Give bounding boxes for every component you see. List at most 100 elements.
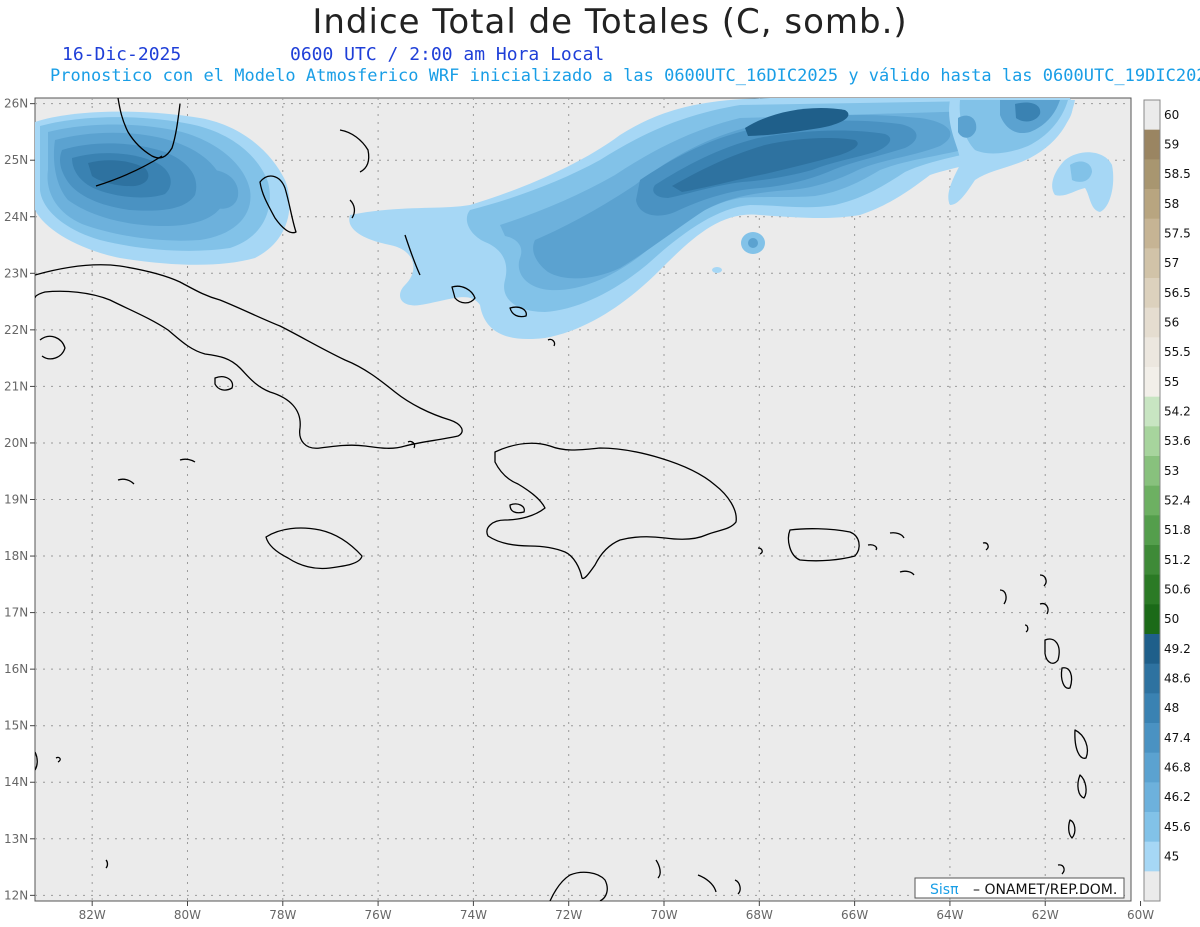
coast-bonaire	[734, 879, 741, 895]
lon-tick-label: 68W	[746, 908, 773, 922]
coast-vieques	[867, 544, 878, 551]
lat-tick-label: 14N	[4, 775, 28, 789]
total-totals-field	[35, 98, 1114, 340]
lat-tick-label: 23N	[4, 266, 28, 280]
field-45-east	[1052, 152, 1114, 212]
coast-isla-juventud	[214, 376, 234, 391]
lat-tick-label: 19N	[4, 493, 28, 507]
colorbar-swatch	[1144, 129, 1160, 160]
colorbar-label: 58	[1164, 197, 1179, 211]
coast-puerto-rico	[787, 528, 860, 562]
lat-tick-label: 21N	[4, 379, 28, 393]
field-46-east	[1070, 161, 1092, 182]
coast-hispaniola	[486, 442, 737, 580]
lon-tick-label: 62W	[1032, 908, 1059, 922]
coast-yucatan	[39, 335, 66, 360]
coast-san-andres	[55, 756, 61, 763]
colorbar-label: 47.4	[1164, 731, 1191, 745]
colorbar-label: 51.8	[1164, 523, 1191, 537]
coast-mona	[757, 547, 763, 555]
coast-martinique	[1074, 729, 1089, 759]
colorbar-label: 56.5	[1164, 286, 1191, 300]
colorbar-label: 52.4	[1164, 494, 1191, 508]
coast-great-inagua	[451, 285, 476, 304]
lat-tick-label: 25N	[4, 153, 28, 167]
forecast-date: 16-Dic-2025	[62, 44, 182, 65]
colorbar-swatch	[1144, 367, 1160, 398]
colorbar-swatch	[1144, 634, 1160, 665]
colorbar-swatch	[1144, 100, 1160, 131]
coast-navassa	[407, 440, 416, 449]
lon-tick-label: 76W	[365, 908, 392, 922]
coast-honduras-cays	[35, 751, 38, 771]
coast-gonave	[509, 503, 525, 514]
field-cell-2	[712, 267, 722, 273]
colorbar: 60 59 58.5 58 57.5 57 56.5 56 55.5 55 54.2 53.6 53 52…	[1143, 99, 1191, 902]
coast-venezuela	[549, 871, 608, 901]
lon-tick-label: 64W	[936, 908, 963, 922]
colorbar-label: 46.2	[1164, 790, 1191, 804]
colorbar-swatch	[1144, 426, 1160, 457]
field-47-ne-small	[958, 115, 977, 138]
coast-providencia	[105, 859, 109, 869]
coast-caicos	[547, 338, 556, 347]
coast-trinidad	[1057, 864, 1065, 875]
lon-tick-label: 82W	[79, 908, 106, 922]
colorbar-label: 50.6	[1164, 583, 1191, 597]
lon-tick-label: 74W	[460, 908, 487, 922]
colorbar-label: 54.2	[1164, 405, 1191, 419]
lat-tick-label: 12N	[4, 888, 28, 902]
coast-antigua-guadeloupe	[1044, 638, 1060, 664]
coast-virgin-islands	[889, 532, 905, 539]
field-49-band	[672, 137, 858, 192]
coast-florida-keys	[95, 155, 163, 187]
colorbar-swatch	[1144, 248, 1160, 279]
field-47-nw-b	[201, 169, 239, 209]
colorbar-swatch	[1144, 485, 1160, 516]
lon-tick-label: 80W	[174, 908, 201, 922]
colorbar-swatch	[1144, 545, 1160, 576]
colorbar-swatch	[1144, 189, 1160, 220]
coast-dominica	[1060, 667, 1073, 689]
colorbar-label: 58.5	[1164, 167, 1191, 181]
colorbar-swatch	[1144, 693, 1160, 724]
colorbar-label: 45.6	[1164, 820, 1191, 834]
colorbar-label: 57.5	[1164, 227, 1191, 241]
longitude-labels: 82W 80W 78W 76W 74W 72W 70W 68W 66W 64W 62W 60W	[79, 901, 1154, 922]
field-49-nw	[88, 160, 149, 187]
colorbar-label: 49.2	[1164, 642, 1191, 656]
coast-florida	[117, 98, 181, 159]
coast-curacao	[655, 859, 661, 879]
colorbar-swatch	[1144, 278, 1160, 309]
colorbar-label: 48.6	[1164, 672, 1191, 686]
coast-st-martin	[899, 570, 915, 576]
coast-st-lucia	[1077, 774, 1087, 799]
colorbar-label: 57	[1164, 256, 1179, 270]
coast-long-island	[404, 234, 421, 276]
lat-tick-label: 26N	[4, 97, 28, 111]
colorbar-label: 55.5	[1164, 345, 1191, 359]
colorbar-swatch	[1144, 218, 1160, 249]
colorbar-swatch	[1144, 396, 1160, 427]
coast-jamaica	[265, 527, 363, 570]
colorbar-label: 59	[1164, 138, 1179, 152]
colorbar-label: 56	[1164, 316, 1179, 330]
coast-barbados	[1039, 574, 1047, 587]
field-49b-band	[745, 108, 849, 136]
colorbar-label: 55	[1164, 375, 1179, 389]
lat-tick-label: 22N	[4, 323, 28, 337]
lat-tick-label: 17N	[4, 606, 28, 620]
credit-org: – ONAMET/REP.DOM.	[973, 882, 1117, 898]
colorbar-swatch	[1144, 871, 1160, 902]
colorbar-label: 51.2	[1164, 553, 1191, 567]
coast-aruba	[697, 874, 717, 893]
coast-st-vincent	[1068, 819, 1076, 839]
coast-andros	[259, 175, 297, 234]
colorbar-swatch	[1144, 752, 1160, 783]
colorbar-label: 48	[1164, 701, 1179, 715]
colorbar-swatch	[1144, 782, 1160, 813]
credit-box: Sisπ – ONAMET/REP.DOM.	[914, 877, 1125, 899]
coast-nevis	[1024, 624, 1029, 633]
coast-turks	[509, 306, 527, 318]
colorbar-label: 45	[1164, 850, 1179, 864]
